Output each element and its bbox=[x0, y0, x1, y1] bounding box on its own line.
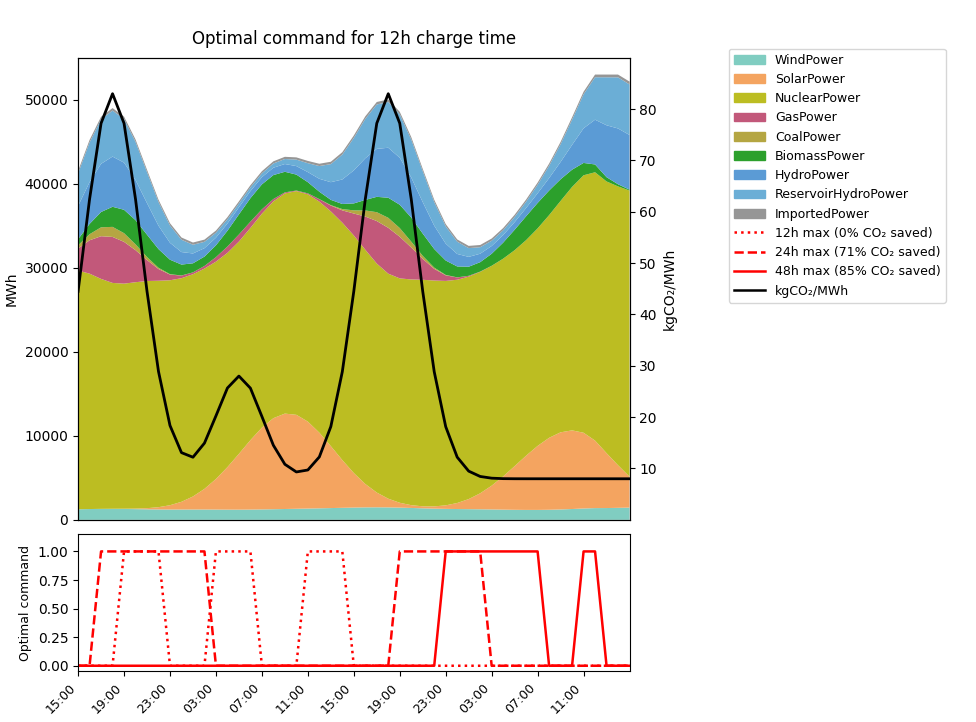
Y-axis label: MWh: MWh bbox=[5, 271, 19, 306]
Title: Optimal command for 12h charge time: Optimal command for 12h charge time bbox=[191, 30, 516, 48]
Legend: WindPower, SolarPower, NuclearPower, GasPower, CoalPower, BiomassPower, HydroPow: WindPower, SolarPower, NuclearPower, Gas… bbox=[729, 48, 946, 303]
Y-axis label: kgCO₂/MWh: kgCO₂/MWh bbox=[663, 248, 676, 330]
Y-axis label: Optimal command: Optimal command bbox=[20, 545, 32, 661]
